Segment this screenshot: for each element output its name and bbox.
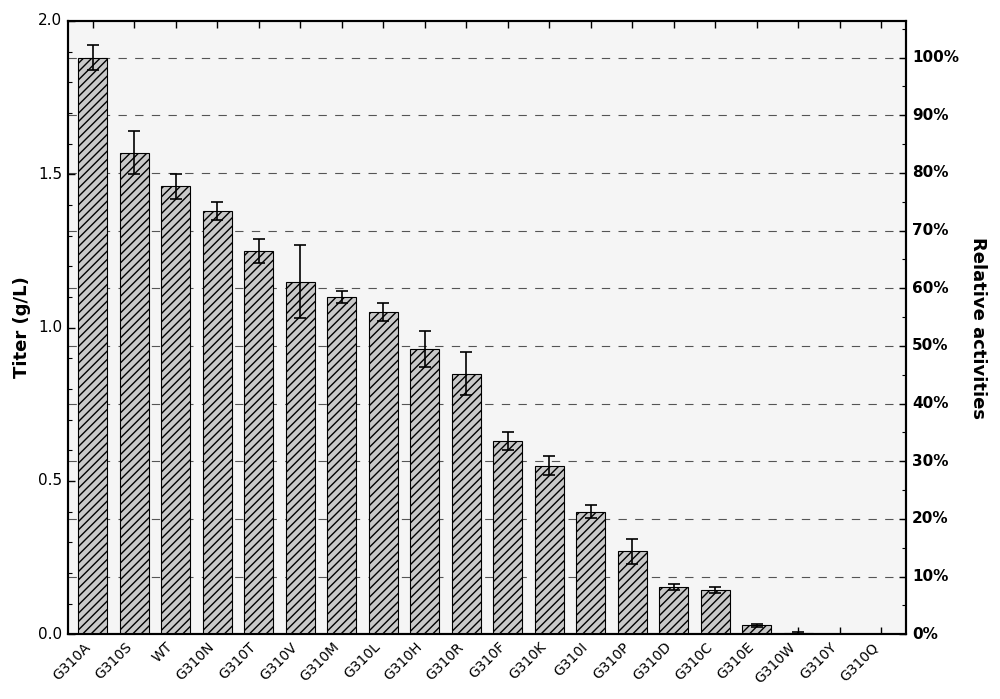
Bar (535, 466, 564, 634)
Bar (286, 282, 315, 634)
Bar (742, 625, 771, 634)
Bar (369, 312, 398, 634)
Bar (410, 349, 439, 634)
Bar (659, 586, 688, 634)
Bar (618, 552, 647, 634)
Bar (120, 152, 149, 634)
Bar (493, 441, 522, 634)
Bar (244, 251, 273, 634)
Bar (161, 187, 190, 634)
Bar (452, 373, 481, 634)
Bar (78, 57, 107, 634)
Bar (784, 633, 813, 634)
Y-axis label: Relative activities: Relative activities (969, 236, 987, 419)
Bar (701, 590, 730, 634)
Bar (327, 297, 356, 634)
Y-axis label: Titer (g/L): Titer (g/L) (13, 277, 31, 378)
Bar (203, 211, 232, 634)
Bar (576, 512, 605, 634)
